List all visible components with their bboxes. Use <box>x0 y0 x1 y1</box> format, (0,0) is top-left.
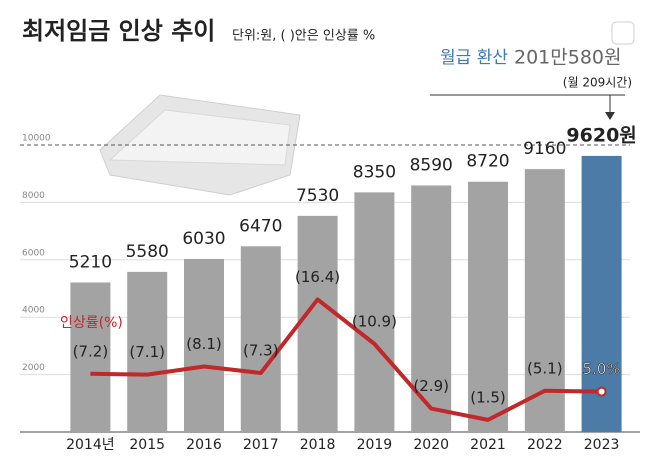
x-tick-label: 2022 <box>527 437 563 453</box>
rate-line <box>90 297 602 422</box>
x-tick-label: 2023 <box>584 437 620 453</box>
x-tick-label: 2017 <box>243 437 279 453</box>
x-tick-label: 2014년 <box>66 437 115 453</box>
y-tick-label: 2000 <box>22 363 45 373</box>
x-tick-label: 2021 <box>470 437 506 453</box>
bar-value-label: 6030 <box>182 229 225 249</box>
y-tick-label: 4000 <box>22 306 45 316</box>
bar <box>354 192 395 432</box>
y-tick-label: 10000 <box>22 134 51 144</box>
rate-value-label: (8.1) <box>186 335 222 353</box>
annotation-arrowhead <box>605 112 615 120</box>
chart-subtitle: 단위:원, ( )안은 인상률 % <box>232 29 375 44</box>
bar <box>184 258 224 432</box>
x-tick-label: 2019 <box>357 437 393 453</box>
x-tick-label: 2020 <box>413 437 449 453</box>
annotation-value: 201만580원 <box>514 47 622 69</box>
rate-point <box>596 386 607 397</box>
bar <box>524 169 565 432</box>
bar <box>297 215 338 432</box>
bar-value-label: 9160 <box>523 139 566 159</box>
bar-value-label: 6470 <box>239 216 282 236</box>
rate-value-label: (16.4) <box>295 268 340 286</box>
annotation-note: (월 209시간) <box>563 76 632 90</box>
bar-value-label: 8720 <box>466 152 509 172</box>
y-tick-label: 8000 <box>22 191 45 201</box>
chart-title: 최저임금 인상 추이 <box>22 17 215 45</box>
legend-label: 인상률(%) <box>60 315 123 331</box>
rate-value-label: (5.1) <box>527 359 563 377</box>
rate-value-label: (7.3) <box>243 341 279 359</box>
x-tick-label: 2016 <box>186 437 222 453</box>
rate-value-label: 5.0% <box>583 360 621 378</box>
annotation-label: 월급 환산 <box>440 48 508 68</box>
bar <box>581 155 622 432</box>
lens-button[interactable] <box>611 21 635 45</box>
bar <box>240 246 281 432</box>
bar-value-label: 5210 <box>69 252 112 272</box>
bar-value-label: 8350 <box>353 162 396 182</box>
x-tick-label: 2018 <box>300 437 336 453</box>
bar-value-label: 9620원 <box>566 124 636 146</box>
bar <box>70 282 111 432</box>
bar <box>468 181 508 432</box>
money-illustration <box>99 94 301 196</box>
bar-value-label: 7530 <box>296 186 339 206</box>
x-tick-label: 2015 <box>129 437 165 453</box>
y-tick-label: 6000 <box>22 248 45 258</box>
rate-value-label: (10.9) <box>352 312 397 330</box>
bar-value-label: 8590 <box>410 155 453 175</box>
rate-value-label: (2.9) <box>413 377 449 395</box>
rate-value-label: (1.5) <box>470 388 506 406</box>
rate-value-label: (7.2) <box>73 342 109 360</box>
bar <box>127 271 168 432</box>
bar-value-label: 5580 <box>126 242 169 262</box>
rate-value-label: (7.1) <box>129 343 165 361</box>
